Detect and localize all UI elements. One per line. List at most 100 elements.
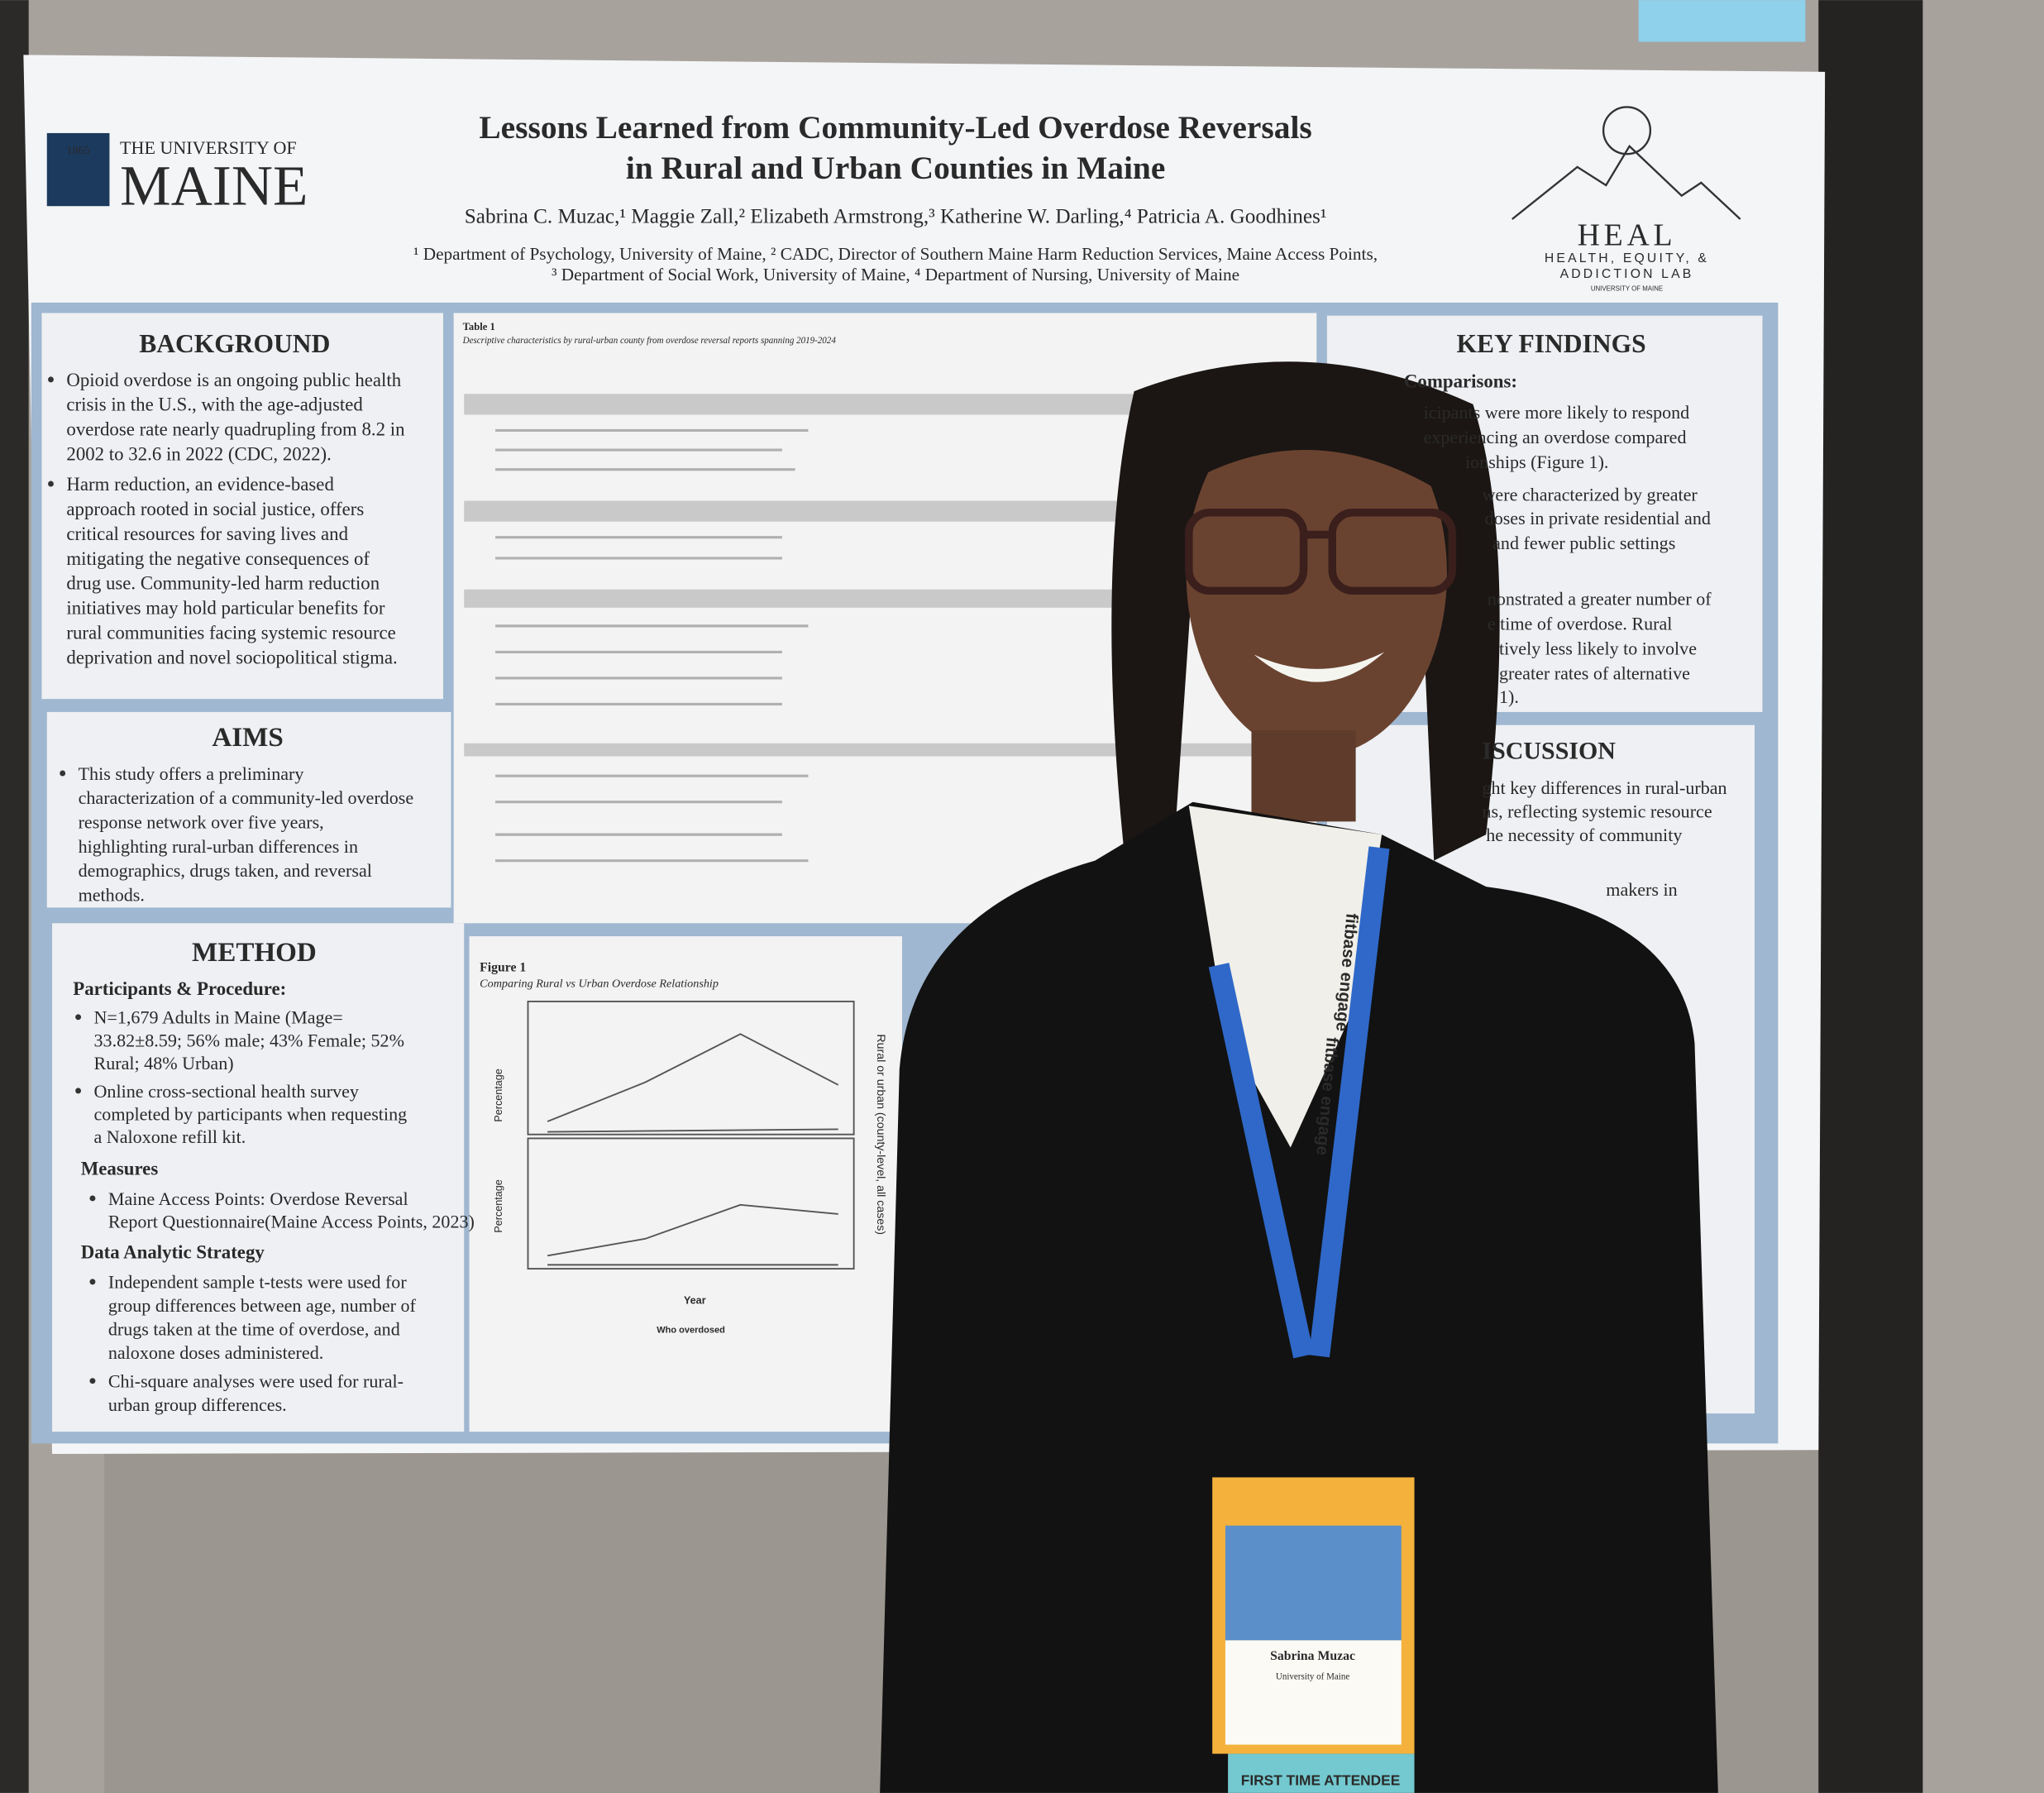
table-caption: Descriptive characteristics by rural-urb… bbox=[462, 336, 837, 346]
body-text: mitigating the negative consequences of bbox=[66, 548, 370, 569]
body-text: he necessity of community bbox=[1486, 825, 1682, 845]
axis-label: Year bbox=[684, 1295, 706, 1307]
table-rows bbox=[464, 394, 1299, 757]
body-text: 2002 to 32.6 in 2022 (CDC, 2022). bbox=[66, 444, 331, 465]
body-text: initiatives may hold particular benefits… bbox=[66, 598, 384, 619]
body-text: approach rooted in social justice, offer… bbox=[66, 499, 364, 519]
body-text: makers in bbox=[1606, 879, 1677, 900]
background-panel bbox=[41, 313, 444, 700]
bullet bbox=[75, 1088, 82, 1094]
legend-title: Who overdosed bbox=[657, 1325, 725, 1335]
body-text: Independent sample t-tests were used for bbox=[108, 1272, 407, 1293]
figure-panel bbox=[469, 936, 902, 1432]
poster-title: in Rural and Urban Counties in Maine bbox=[626, 150, 1166, 186]
body-text: icipants were more likely to respond bbox=[1424, 402, 1690, 423]
body-text: group differences between age, number of bbox=[108, 1295, 417, 1316]
body-text: nonstrated a greater number of bbox=[1488, 589, 1712, 610]
neck bbox=[1251, 729, 1356, 822]
body-text: crisis in the U.S., with the age-adjuste… bbox=[66, 394, 363, 415]
table-lines bbox=[495, 428, 809, 863]
affiliation: ³ Department of Social Work, University … bbox=[552, 265, 1239, 284]
badge-image bbox=[1225, 1525, 1402, 1641]
section-heading: AIMS bbox=[212, 723, 283, 753]
section-heading: ISCUSSION bbox=[1483, 738, 1617, 765]
blouse bbox=[1188, 806, 1383, 1148]
axis-label: Percentage bbox=[493, 1179, 504, 1233]
lanyard bbox=[1208, 846, 1390, 1359]
lab-name: HEAL bbox=[1578, 218, 1677, 253]
lab-text: ADDICTION LAB bbox=[1560, 267, 1694, 281]
body-text: 33.82±8.59; 56% male; 43% Female; 52% bbox=[94, 1030, 404, 1050]
glasses bbox=[1185, 508, 1456, 595]
badge-ribbon bbox=[1228, 1753, 1415, 1793]
bullet bbox=[89, 1195, 96, 1202]
lab-text: UNIVERSITY OF MAINE bbox=[1591, 285, 1663, 293]
body-text: and fewer public settings bbox=[1492, 533, 1675, 553]
affiliation: ¹ Department of Psychology, University o… bbox=[413, 244, 1378, 264]
figure-caption: Comparing Rural vs Urban Overdose Relati… bbox=[480, 978, 719, 991]
body-text: Report Questionnaire(Maine Access Points… bbox=[108, 1211, 475, 1231]
axis-label: Percentage bbox=[493, 1069, 504, 1122]
body-text: ns, reflecting systemic resource bbox=[1483, 801, 1712, 822]
subheading: Comparisons: bbox=[1404, 371, 1517, 391]
body-text: highlighting rural-urban differences in bbox=[79, 836, 358, 857]
authors: Sabrina C. Muzac,¹ Maggie Zall,² Elizabe… bbox=[465, 206, 1327, 228]
smile bbox=[1254, 652, 1385, 682]
body-text: 1). bbox=[1499, 686, 1519, 707]
university-shield bbox=[46, 132, 110, 207]
left-frame bbox=[0, 0, 29, 1793]
body-text: ght key differences in rural-urban bbox=[1483, 777, 1727, 798]
bullet bbox=[48, 376, 54, 383]
face bbox=[1186, 391, 1447, 757]
body-text: experiencing an overdose compared bbox=[1424, 427, 1687, 447]
lab-text: HEALTH, EQUITY, & bbox=[1545, 251, 1709, 265]
body-text: Chi-square analyses were used for rural- bbox=[108, 1371, 404, 1392]
body-text: N=1,679 Adults in Maine (Mage= bbox=[94, 1007, 343, 1028]
body-text: naloxone doses administered. bbox=[108, 1342, 323, 1363]
body-text: response network over five years, bbox=[79, 812, 324, 833]
body-text: tively less likely to involve bbox=[1499, 638, 1697, 659]
body-text: Online cross-sectional health survey bbox=[94, 1081, 359, 1102]
body-text: demographics, drugs taken, and reversal bbox=[79, 860, 372, 881]
badge-name: Sabrina Muzac bbox=[1270, 1649, 1355, 1663]
body-text: e time of overdose. Rural bbox=[1488, 614, 1673, 634]
axis-label: Rural or urban (county-level, all cases) bbox=[874, 1034, 887, 1235]
body-text: deprivation and novel sociopolitical sti… bbox=[66, 648, 397, 668]
bullet bbox=[89, 1378, 96, 1384]
right-frame bbox=[1818, 0, 1923, 1793]
figure-plot bbox=[527, 1000, 855, 1270]
subheading: Participants & Procedure: bbox=[73, 978, 286, 999]
logo-text: MAINE bbox=[120, 155, 308, 218]
body-text: drug use. Community-led harm reduction bbox=[66, 573, 380, 594]
body-text: rural communities facing systemic resour… bbox=[66, 623, 395, 643]
aims-panel bbox=[46, 711, 451, 908]
badge-ribbon-text: FIRST TIME ATTENDEE bbox=[1241, 1771, 1401, 1788]
sticky-note bbox=[1638, 0, 1806, 42]
body-text: urban group differences. bbox=[108, 1394, 287, 1415]
body-text: Maine Access Points: Overdose Reversal bbox=[108, 1188, 408, 1209]
lab-logo bbox=[1512, 106, 1741, 220]
badge-card bbox=[1225, 1640, 1402, 1745]
bullet bbox=[48, 481, 54, 487]
body-text: Harm reduction, an evidence-based bbox=[66, 474, 334, 495]
body-text: greater rates of alternative bbox=[1499, 663, 1690, 684]
logo-year: 1865 bbox=[66, 144, 89, 157]
bullet bbox=[60, 770, 66, 777]
badge-org: University of Maine bbox=[1276, 1672, 1349, 1682]
subheading: Measures bbox=[81, 1159, 159, 1179]
body-text: critical resources for saving lives and bbox=[66, 524, 348, 544]
body-text: This study offers a preliminary bbox=[79, 763, 304, 784]
body-text: overdose rate nearly quadrupling from 8.… bbox=[66, 419, 405, 440]
body-text: methods. bbox=[79, 885, 145, 906]
logo-text: THE UNIVERSITY OF bbox=[120, 137, 297, 158]
body-text: characterization of a community-led over… bbox=[79, 787, 414, 808]
body-text: Opioid overdose is an ongoing public hea… bbox=[66, 370, 401, 390]
section-heading: KEY FINDINGS bbox=[1457, 329, 1646, 358]
body-text: drugs taken at the time of overdose, and bbox=[108, 1319, 400, 1340]
figure-label: Figure 1 bbox=[480, 961, 526, 975]
body-text: Rural; 48% Urban) bbox=[94, 1053, 234, 1073]
section-heading: BACKGROUND bbox=[139, 329, 330, 358]
hairline bbox=[1147, 373, 1467, 496]
table-title: Table 1 bbox=[463, 321, 495, 332]
